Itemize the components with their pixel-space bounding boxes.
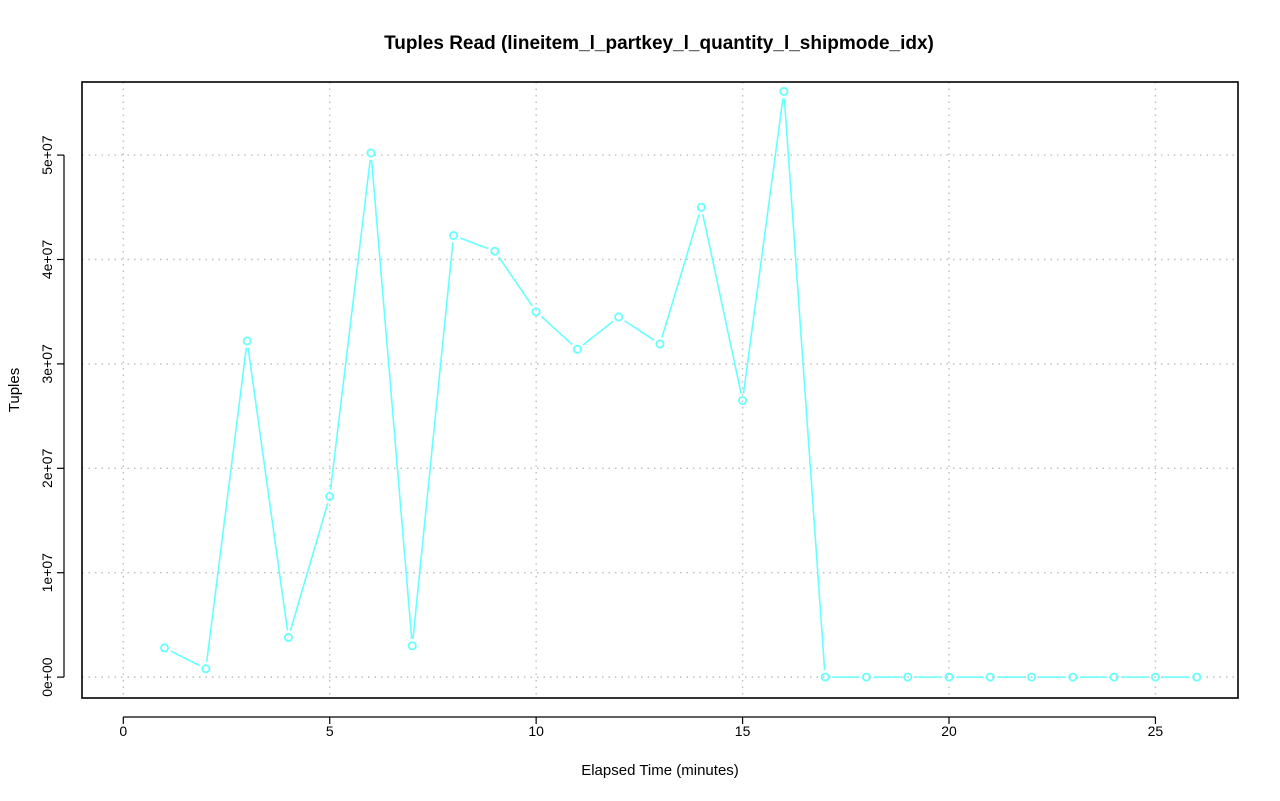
series-line-segment (459, 237, 489, 250)
chart-title: Tuples Read (lineitem_l_partkey_l_quanti… (384, 33, 934, 54)
series-line-segment (624, 320, 655, 341)
series-line-segment (205, 347, 248, 662)
series-line-segment (701, 213, 742, 394)
data-point (779, 86, 789, 96)
data-point (531, 307, 541, 317)
series-line-segment (247, 347, 289, 631)
data-point (944, 672, 954, 682)
y-tick-label: 0e+00 (39, 657, 55, 697)
x-tick-label: 25 (1148, 723, 1164, 739)
data-point (820, 672, 830, 682)
series-line-segment (540, 315, 573, 346)
x-tick-label: 5 (326, 723, 334, 739)
series-line-segment (783, 98, 826, 671)
x-axis: 0 5 10 15 20 25 (119, 716, 1164, 739)
data-point (201, 664, 211, 674)
data-point (903, 672, 913, 682)
series-line-segment (170, 650, 200, 667)
data-point (1068, 672, 1078, 682)
data-point (572, 344, 582, 354)
data-point (283, 632, 293, 642)
data-point (449, 230, 459, 240)
y-tick-label: 3e+07 (39, 344, 55, 384)
data-point (1109, 672, 1119, 682)
series-line-segment (582, 320, 614, 346)
x-axis-label: Elapsed Time (minutes) (581, 762, 739, 779)
x-tick-label: 15 (735, 723, 751, 739)
data-series (160, 86, 1202, 682)
data-point (614, 312, 624, 322)
x-tick-label: 0 (119, 723, 127, 739)
data-point (985, 672, 995, 682)
data-point (1027, 672, 1037, 682)
data-point (1192, 672, 1202, 682)
y-tick-label: 2e+07 (39, 448, 55, 488)
plot-frame (81, 81, 1239, 699)
series-line-segment (661, 213, 701, 338)
series-line-segment (289, 502, 329, 631)
data-point (696, 202, 706, 212)
x-tick-label: 20 (941, 723, 957, 739)
grid-lines (82, 82, 1238, 698)
data-point (861, 672, 871, 682)
y-axis: 0e+00 1e+07 2e+07 3e+07 4e+07 5e+07 (39, 135, 65, 697)
data-point (325, 491, 335, 501)
data-point (655, 339, 665, 349)
y-tick-label: 1e+07 (39, 553, 55, 593)
data-point (366, 148, 376, 158)
series-line-segment (742, 98, 784, 394)
series-line-segment (498, 256, 533, 307)
y-tick-label: 4e+07 (39, 240, 55, 280)
data-point (738, 395, 748, 405)
series-line-segment (329, 159, 371, 490)
series-line-segment (412, 242, 454, 639)
y-axis-label: Tuples (6, 368, 23, 412)
x-tick-label: 10 (528, 723, 544, 739)
series-line-segment (370, 159, 413, 639)
data-point (407, 641, 417, 651)
data-point (490, 246, 500, 256)
data-point (1150, 672, 1160, 682)
data-point (242, 336, 252, 346)
data-point (160, 643, 170, 653)
y-tick-label: 5e+07 (39, 135, 55, 175)
